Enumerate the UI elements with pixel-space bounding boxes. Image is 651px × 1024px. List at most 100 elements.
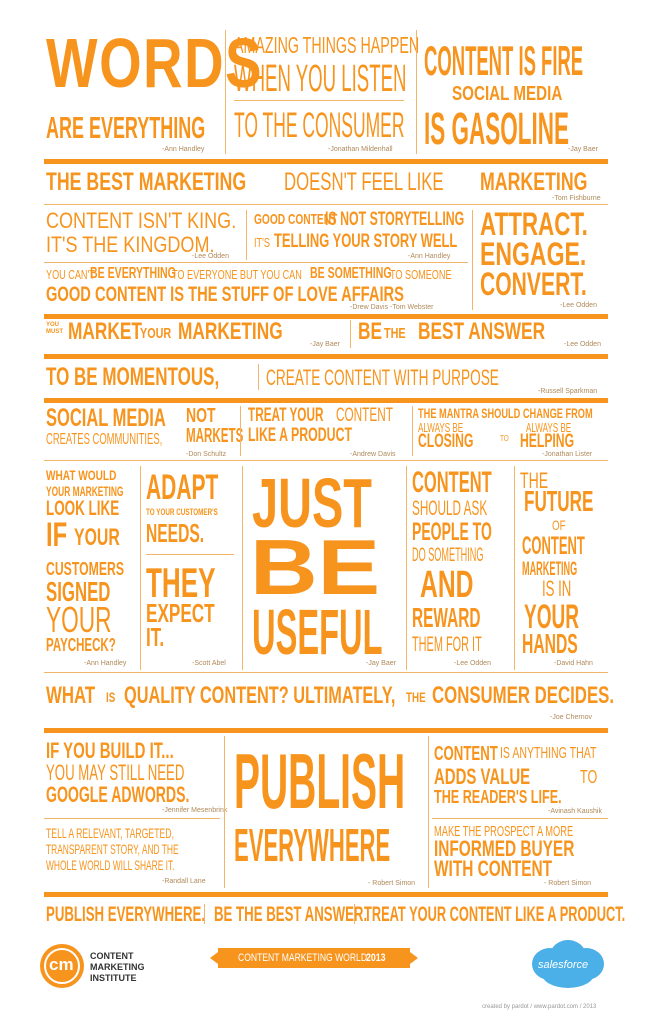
quote-text: YOU MAY STILL NEED — [46, 760, 185, 785]
divider — [204, 904, 205, 924]
quote-attribution: -Jonathan Lister — [542, 451, 593, 458]
quote-attribution: -Lee Odden — [192, 253, 229, 260]
quote-text: WHAT WOULD — [46, 467, 117, 483]
quote-text: CONVERT. — [480, 266, 587, 302]
quote-words-are-everything: WORDS ARE EVERYTHING -Ann Handley — [44, 28, 262, 156]
quote-attribution: -Russell Sparkman — [538, 388, 598, 395]
quote-text: GOOGLE ADWORDS. — [46, 782, 190, 807]
quote-attribution: -Lee Odden — [564, 341, 601, 348]
divider — [44, 818, 220, 819]
quote-text: HELPING — [520, 431, 575, 452]
quote-text: EXPECT — [146, 598, 215, 628]
quote-text: THE MANTRA SHOULD CHANGE FROM — [418, 405, 593, 421]
event-banner[interactable]: CONTENT MARKETING WORLD 2013 — [210, 948, 418, 968]
quote-attribution: - Robert Simon — [544, 880, 592, 887]
divider — [44, 672, 608, 673]
quote-attribution: -Lee Odden — [560, 302, 597, 309]
divider — [406, 466, 407, 670]
quote-reward-them: CONTENT SHOULD ASK PEOPLE TO DO SOMETHIN… — [410, 464, 510, 672]
quote-text: CONTENT IS FIRE — [424, 37, 584, 84]
quote-text: LIKE A PRODUCT — [248, 425, 353, 446]
quote-attribution: -David Hahn — [554, 660, 593, 667]
divider — [44, 204, 608, 205]
quote-attribution: -Avinash Kaushik — [548, 808, 602, 815]
quote-text: CONTENT — [434, 743, 498, 765]
divider — [44, 262, 468, 263]
quote-adapt: ADAPT TO YOUR CUSTOMER'S NEEDS. THEY EXP… — [144, 464, 238, 672]
section-bar — [44, 354, 608, 359]
quote-whole-world: TELL A RELEVANT, TARGETED, TRANSPARENT S… — [44, 820, 220, 890]
credit-line: created by pardot / www.pardot.com / 201… — [482, 1004, 597, 1010]
quote-text: ADDS VALUE — [434, 764, 531, 789]
quote-text: TO THE CONSUMER — [234, 106, 405, 145]
divider — [354, 904, 355, 924]
quote-attract-engage-convert: ATTRACT. ENGAGE. CONVERT. -Lee Odden — [476, 208, 608, 312]
divider — [472, 210, 473, 310]
salesforce-wordmark: salesforce — [538, 959, 589, 971]
quote-attribution: -Andrew Davis — [350, 451, 396, 458]
quote-text: WITH CONTENT — [434, 856, 553, 881]
cmi-logo[interactable]: cm CONTENT MARKETING INSTITUTE — [40, 944, 180, 990]
quote-text: THEM FOR IT — [412, 633, 482, 656]
salesforce-logo[interactable]: salesforce — [528, 938, 608, 992]
quote-text: WHOLE WORLD WILL SHARE IT. — [46, 857, 175, 873]
quote-text: PUBLISH — [234, 737, 406, 825]
quote-text: YOUR — [46, 599, 112, 640]
salesforce-cloud-icon — [532, 940, 604, 988]
quote-text: YOUR — [140, 325, 172, 342]
quote-text: BE SOMETHING — [310, 265, 392, 282]
banner-tail-left — [210, 952, 218, 964]
quote-text: REWARD — [412, 602, 481, 633]
quote-text: NEEDS. — [146, 518, 205, 548]
quote-text: NOT — [186, 405, 216, 427]
quote-text: ALWAYS BE — [526, 420, 572, 435]
quote-text: HANDS — [522, 628, 578, 659]
quote-text: YOUR — [524, 598, 580, 636]
quote-text: EVERYWHERE — [234, 819, 391, 871]
quote-text: QUALITY CONTENT? ULTIMATELY, — [124, 682, 396, 709]
cmi-logo-ring — [44, 948, 80, 984]
quote-market-your-marketing: YOU MUST MARKET YOUR MARKETING -Jay Baer — [44, 320, 346, 349]
quote-text: LOOK LIKE — [46, 497, 120, 520]
quote-text: IS GASOLINE — [424, 103, 570, 154]
quote-text: THEY — [146, 559, 216, 606]
quote-text: PAYCHECK? — [46, 635, 116, 655]
quote-attribution: -Jennifer Mesenbrink — [162, 807, 228, 814]
cmi-name: MARKETING — [90, 962, 145, 972]
quote-text: IS NOT STORYTELLING — [325, 209, 465, 230]
divider — [514, 466, 515, 670]
cmi-logo-mark: cm — [49, 955, 74, 974]
quote-future-content: THE FUTURE OF CONTENT MARKETING IS IN YO… — [518, 464, 608, 672]
quote-text: THE — [406, 689, 426, 705]
quote-text: WHAT — [46, 682, 96, 709]
quote-text: DOESN'T FEEL LIKE — [284, 168, 444, 196]
quote-mantra: THE MANTRA SHOULD CHANGE FROM ALWAYS BE … — [416, 404, 608, 458]
quote-text: SIGNED — [46, 576, 111, 607]
cmi-name: INSTITUTE — [90, 973, 137, 983]
footer-slogan: PUBLISH EVERYWHERE. — [46, 903, 206, 926]
quote-text: IS — [106, 689, 116, 705]
quote-text: TO EVERYONE BUT YOU CAN — [172, 267, 302, 282]
quote-adds-value: CONTENT IS ANYTHING THAT ADDS VALUE TO T… — [432, 734, 608, 816]
quote-text: IF — [46, 516, 68, 554]
quote-text: THE — [384, 325, 406, 342]
divider — [44, 460, 608, 461]
quote-good-content-story: GOOD CONTENT IS NOT STORYTELLING IT'S TE… — [252, 208, 468, 262]
divider — [242, 466, 243, 670]
quote-text: THE — [520, 468, 549, 493]
quote-text: CONTENT — [522, 532, 585, 560]
quote-attribution: -Randall Lane — [162, 878, 206, 885]
quote-text: TRANSPARENT STORY, AND THE — [46, 841, 179, 857]
quote-informed-buyer: MAKE THE PROSPECT A MORE INFORMED BUYER … — [432, 820, 608, 890]
quote-amazing-things: AMAZING THINGS HAPPEN WHEN YOU LISTEN TO… — [232, 28, 419, 156]
quote-text: TREAT YOUR — [248, 405, 324, 426]
quote-text: CUSTOMERS — [46, 559, 124, 579]
section-bar — [44, 728, 608, 733]
quote-quality-content: WHAT IS QUALITY CONTENT? ULTIMATELY, THE… — [44, 678, 614, 722]
quote-text: CONTENT — [336, 405, 393, 426]
banner-tail-right — [410, 952, 418, 964]
quote-text: IT'S THE KINGDOM. — [46, 232, 215, 257]
quote-attribution: - Robert Simon — [368, 880, 416, 887]
quote-text: TO — [580, 767, 598, 787]
quote-text: MARKETING — [522, 559, 578, 580]
